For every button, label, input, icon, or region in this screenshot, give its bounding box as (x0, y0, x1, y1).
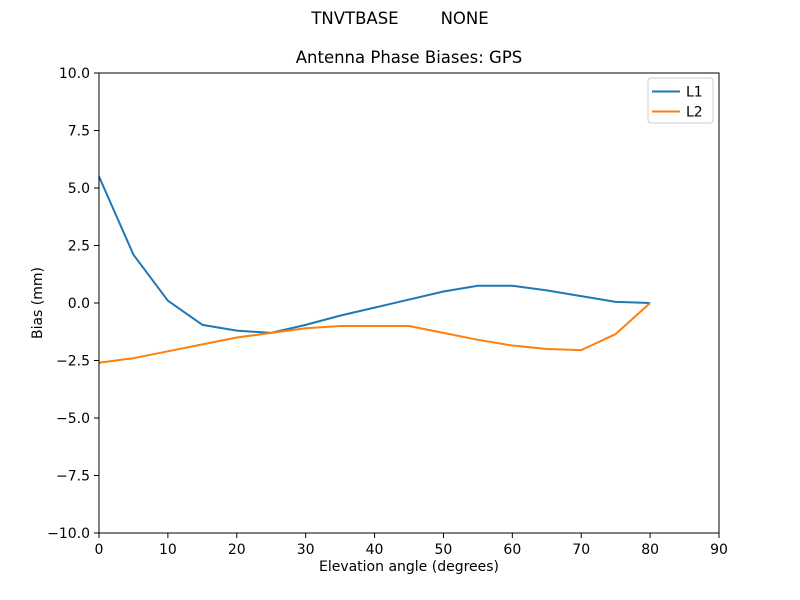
x-tick-label: 0 (95, 542, 104, 558)
legend-label-l2: L2 (686, 105, 703, 121)
y-tick-label: 10.0 (59, 66, 90, 82)
y-tick-label: 5.0 (68, 181, 90, 197)
y-tick-label: 7.5 (68, 124, 90, 140)
y-axis-label: Bias (mm) (30, 267, 46, 339)
x-tick-label: 60 (503, 542, 521, 558)
y-tick-label: −2.5 (56, 354, 90, 370)
y-tick-label: −5.0 (56, 411, 90, 427)
x-tick-label: 80 (641, 542, 659, 558)
series-line-l2 (98, 302, 651, 364)
legend-border (647, 77, 714, 124)
x-tick-label: 10 (159, 542, 177, 558)
chart-title: Antenna Phase Biases: GPS (296, 48, 523, 67)
y-tick-label: −7.5 (56, 469, 90, 485)
x-tick-label: 20 (228, 542, 246, 558)
x-axis-label: Elevation angle (degrees) (319, 559, 499, 575)
x-tick-label: 50 (435, 542, 453, 558)
y-tick-label: 0.0 (68, 296, 90, 312)
figure-suptitle: TNVTBASE NONE (310, 9, 488, 28)
plot-border (98, 72, 720, 534)
x-tick-label: 70 (572, 542, 590, 558)
x-tick-label: 40 (366, 542, 384, 558)
plot-area: 0 10 20 30 40 50 60 70 80 90 −10.0 −7.5 −5.0 −2.5 0.0 2… (47, 66, 728, 558)
x-tick-label: 90 (710, 542, 728, 558)
x-tick-label: 30 (297, 542, 315, 558)
y-tick-label: 2.5 (68, 239, 90, 255)
series-line-l1 (98, 176, 651, 334)
legend-label-l1: L1 (686, 85, 703, 101)
y-tick-label: −10.0 (47, 526, 90, 542)
